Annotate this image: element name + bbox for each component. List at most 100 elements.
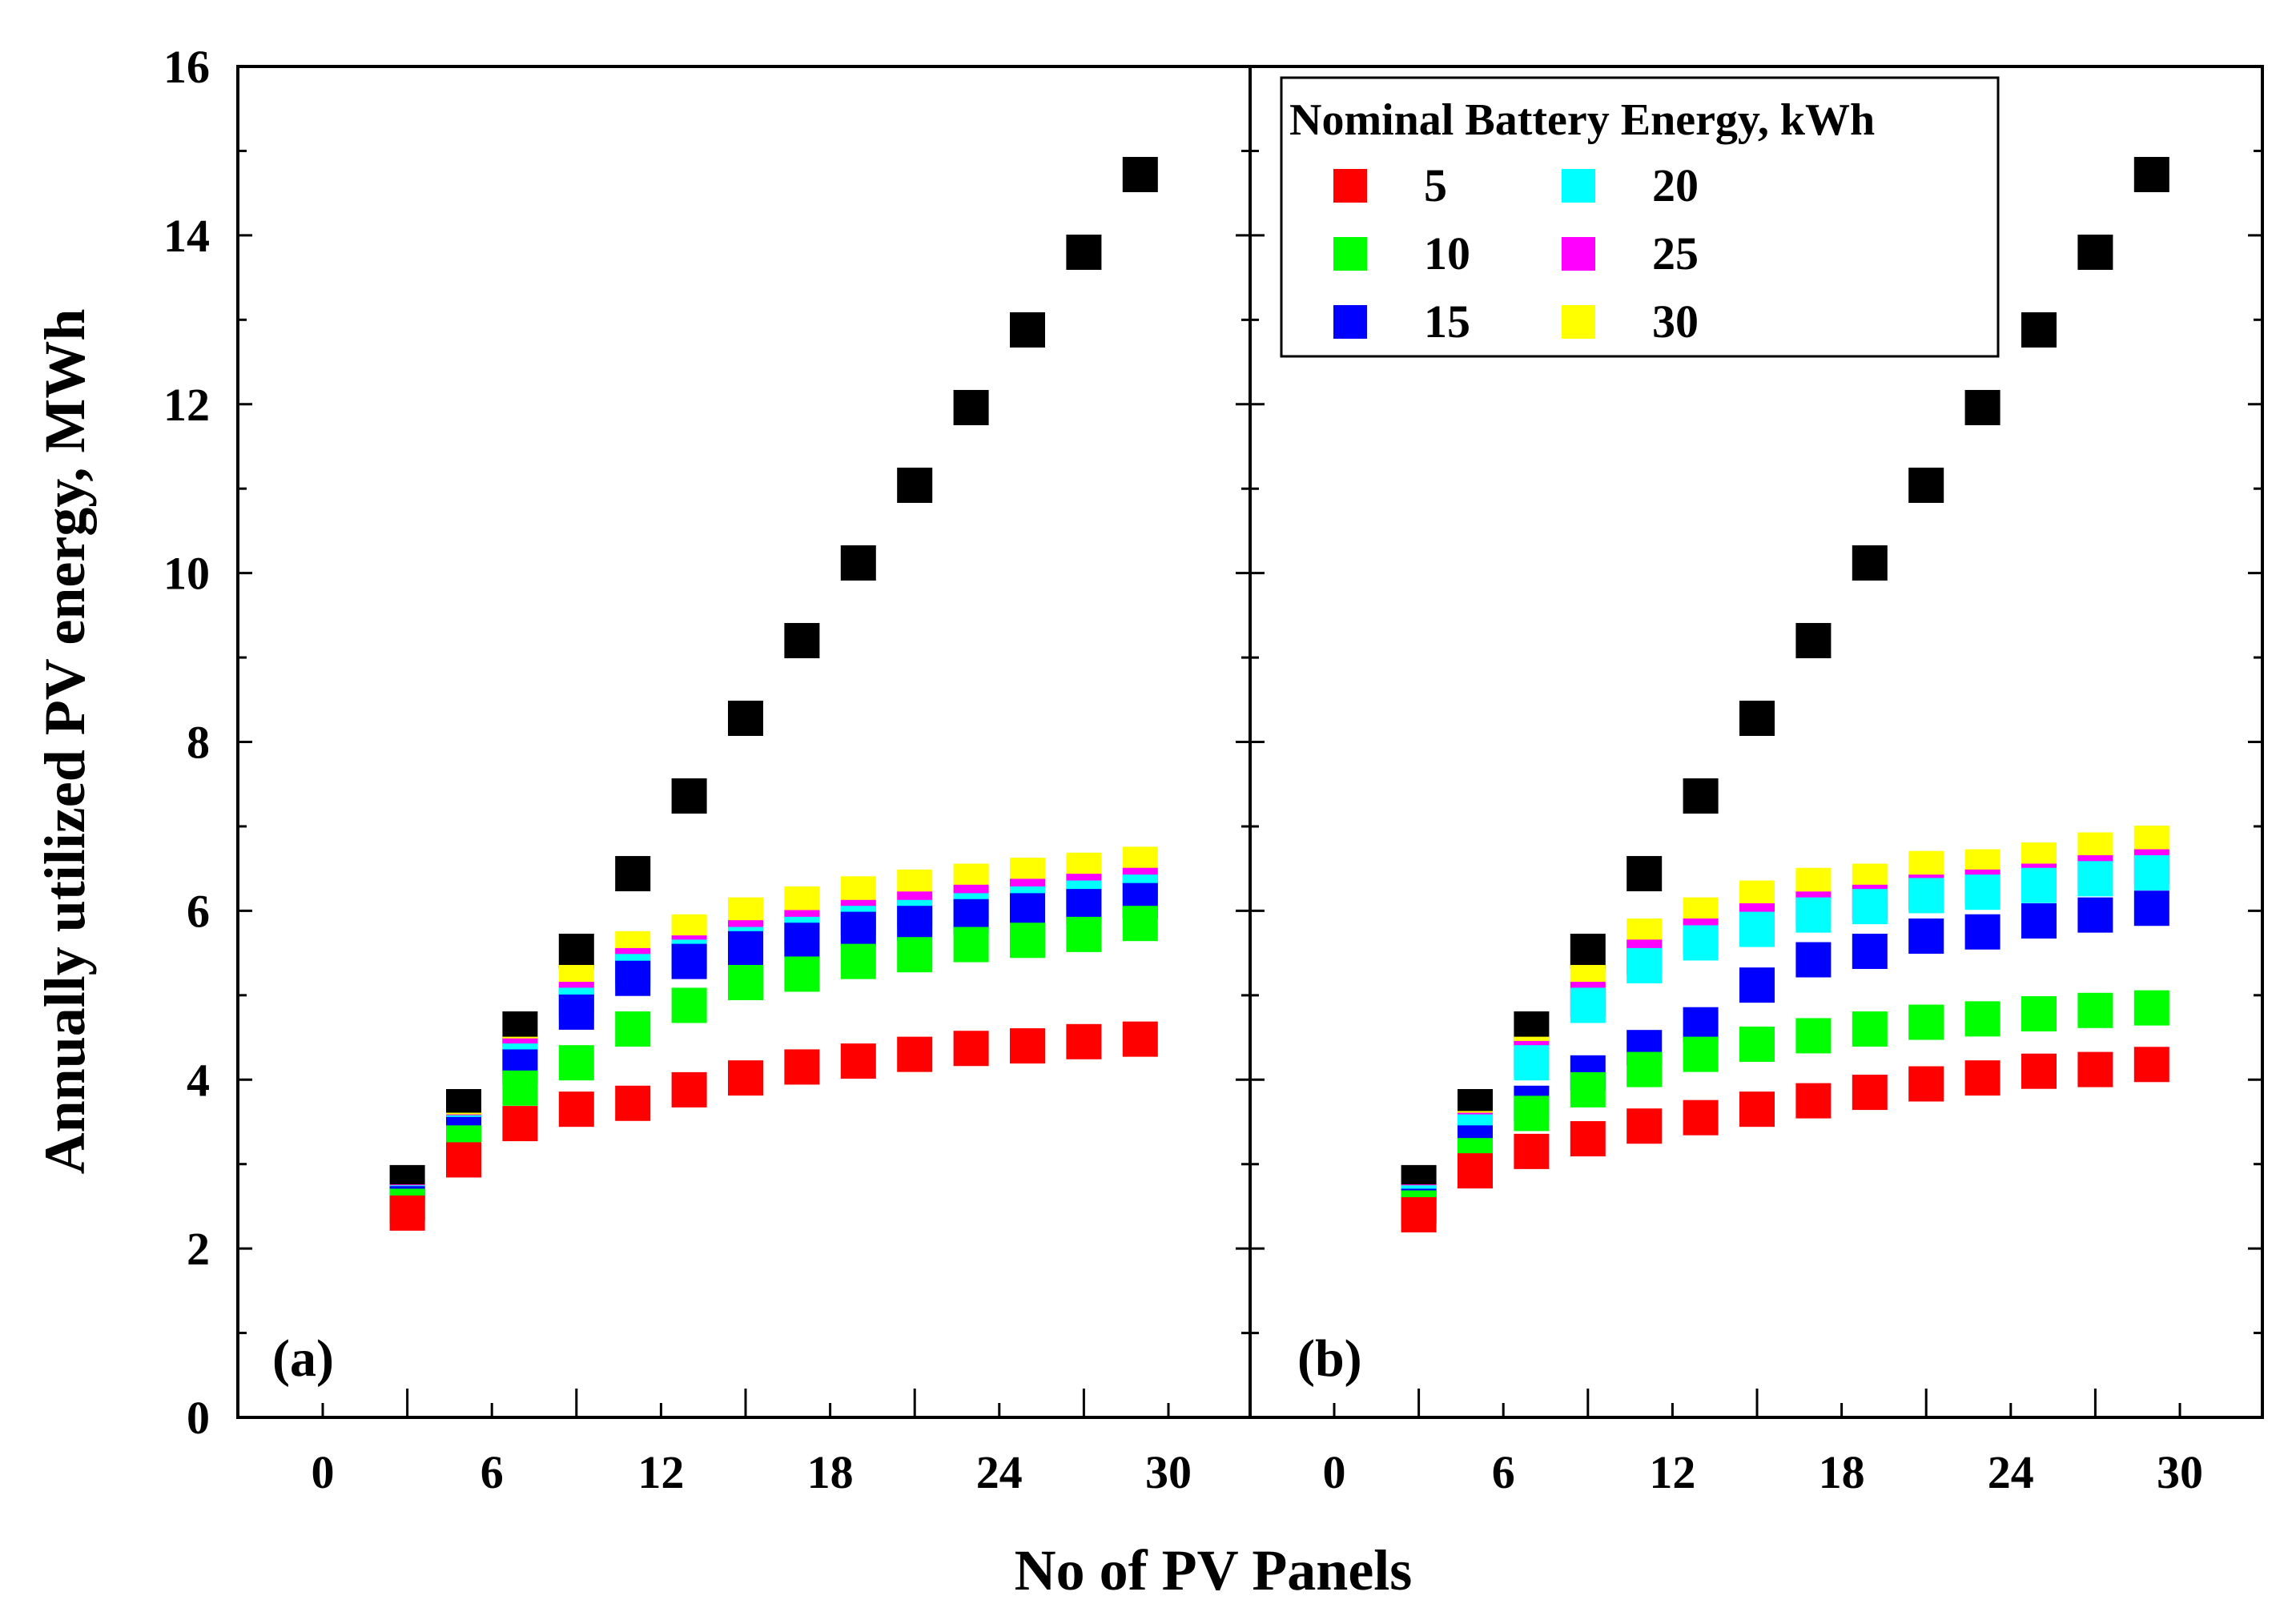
x-tick-label: 12 bbox=[1649, 1446, 1695, 1498]
marker-b-10 bbox=[1908, 1004, 1944, 1040]
marker-b-black bbox=[2021, 312, 2057, 348]
marker-a-black bbox=[1010, 312, 1045, 348]
marker-a-black bbox=[897, 467, 933, 503]
panel-a-label: (a) bbox=[272, 1329, 334, 1388]
marker-b-10 bbox=[2077, 992, 2113, 1028]
marker-b-10 bbox=[1514, 1095, 1550, 1132]
x-tick-label: 30 bbox=[2157, 1446, 2203, 1498]
marker-b-10 bbox=[2021, 996, 2057, 1032]
marker-b-15 bbox=[2133, 890, 2169, 927]
marker-b-10 bbox=[1795, 1018, 1832, 1054]
legend: Nominal Battery Energy, kWh 5 10 15 20 2… bbox=[1280, 76, 2000, 358]
legend-label-25: 25 bbox=[1652, 227, 1699, 279]
marker-b-5 bbox=[1964, 1060, 2000, 1096]
marker-b-20 bbox=[1852, 889, 1888, 925]
legend-label-30: 30 bbox=[1652, 295, 1699, 348]
marker-b-15 bbox=[2021, 903, 2057, 939]
marker-a-15 bbox=[1010, 893, 1045, 929]
marker-b-15 bbox=[1964, 914, 2000, 950]
marker-b-10 bbox=[1683, 1036, 1719, 1072]
marker-a-10 bbox=[502, 1070, 538, 1106]
marker-b-5 bbox=[1683, 1099, 1719, 1136]
marker-a-5 bbox=[728, 1060, 763, 1096]
y-tick-label: 10 bbox=[163, 548, 210, 600]
marker-b-10 bbox=[1627, 1051, 1663, 1087]
marker-a-5 bbox=[558, 1091, 594, 1128]
marker-b-5 bbox=[1401, 1196, 1437, 1232]
marker-a-5 bbox=[615, 1085, 651, 1121]
marker-b-5 bbox=[1908, 1066, 1944, 1102]
marks-layer bbox=[389, 156, 2169, 1232]
marker-a-15 bbox=[558, 994, 594, 1030]
marker-b-black bbox=[1964, 389, 2000, 425]
marker-a-black bbox=[1122, 156, 1158, 192]
x-tick-label: 12 bbox=[637, 1446, 684, 1498]
legend-swatch-30 bbox=[1562, 305, 1595, 339]
marker-b-5 bbox=[2077, 1051, 2113, 1087]
marker-a-black bbox=[784, 622, 820, 658]
marker-b-20 bbox=[1627, 947, 1663, 983]
marker-b-20 bbox=[2077, 861, 2113, 897]
marker-b-15 bbox=[1908, 919, 1944, 955]
legend-label-15: 15 bbox=[1424, 295, 1470, 348]
legend-label-20: 20 bbox=[1652, 159, 1699, 211]
marker-b-15 bbox=[1795, 942, 1832, 978]
y-tick-label: 8 bbox=[187, 717, 210, 769]
x-tick-label: 30 bbox=[1145, 1446, 1192, 1498]
marker-b-black bbox=[1683, 778, 1719, 814]
marker-b-black bbox=[2133, 156, 2169, 192]
marker-a-5 bbox=[840, 1043, 876, 1079]
y-tick-label: 2 bbox=[187, 1223, 210, 1275]
marker-b-20 bbox=[1739, 911, 1775, 947]
x-tick-label: 0 bbox=[312, 1446, 335, 1498]
marker-b-5 bbox=[1627, 1108, 1663, 1144]
y-tick-label: 4 bbox=[187, 1054, 210, 1106]
marker-a-5 bbox=[953, 1031, 989, 1067]
panel-b-label: (b) bbox=[1297, 1329, 1362, 1388]
x-tick-label: 0 bbox=[1323, 1446, 1346, 1498]
marker-b-5 bbox=[1570, 1121, 1606, 1157]
marker-a-10 bbox=[558, 1045, 594, 1081]
y-tick-label: 14 bbox=[163, 210, 210, 262]
marker-a-black bbox=[671, 778, 707, 814]
marker-a-5 bbox=[671, 1071, 707, 1107]
marker-b-black bbox=[2077, 234, 2113, 270]
marker-b-20 bbox=[1908, 878, 1944, 914]
marker-b-black bbox=[1570, 933, 1606, 969]
x-tick-label: 24 bbox=[976, 1446, 1023, 1498]
marker-a-black bbox=[615, 855, 651, 891]
x-tick-label: 6 bbox=[1492, 1446, 1515, 1498]
marker-a-10 bbox=[671, 987, 707, 1023]
x-tick-label: 18 bbox=[1819, 1446, 1865, 1498]
marker-a-5 bbox=[446, 1142, 481, 1178]
marker-a-5 bbox=[784, 1049, 820, 1085]
marker-a-15 bbox=[840, 911, 876, 947]
marker-b-5 bbox=[2021, 1053, 2057, 1089]
marker-a-10 bbox=[784, 956, 820, 992]
marker-a-5 bbox=[1010, 1028, 1045, 1064]
marker-a-10 bbox=[728, 964, 763, 1000]
marker-b-20 bbox=[2133, 854, 2169, 890]
marker-b-black bbox=[1908, 467, 1944, 503]
marker-b-5 bbox=[1458, 1153, 1493, 1189]
marker-a-5 bbox=[1122, 1021, 1158, 1057]
y-tick-label: 6 bbox=[187, 885, 210, 937]
marker-a-15 bbox=[671, 943, 707, 979]
marker-b-20 bbox=[1570, 987, 1606, 1023]
marker-b-black bbox=[1852, 545, 1888, 581]
y-tick-label: 0 bbox=[187, 1392, 210, 1444]
marker-b-10 bbox=[1570, 1071, 1606, 1107]
y-tick-label: 16 bbox=[163, 41, 210, 93]
marker-b-20 bbox=[1964, 874, 2000, 910]
marker-a-15 bbox=[728, 931, 763, 967]
y-axis-title: Annually utilized PV energy, MWh bbox=[33, 309, 97, 1175]
marker-a-black bbox=[1066, 234, 1102, 270]
marker-a-10 bbox=[953, 927, 989, 963]
marker-a-10 bbox=[1122, 906, 1158, 942]
x-axis-title: No of PV Panels bbox=[1015, 1538, 1413, 1602]
marker-a-10 bbox=[1066, 916, 1102, 952]
legend-title: Nominal Battery Energy, kWh bbox=[1289, 95, 1875, 145]
marker-a-black bbox=[728, 700, 763, 736]
marker-b-15 bbox=[1852, 933, 1888, 969]
